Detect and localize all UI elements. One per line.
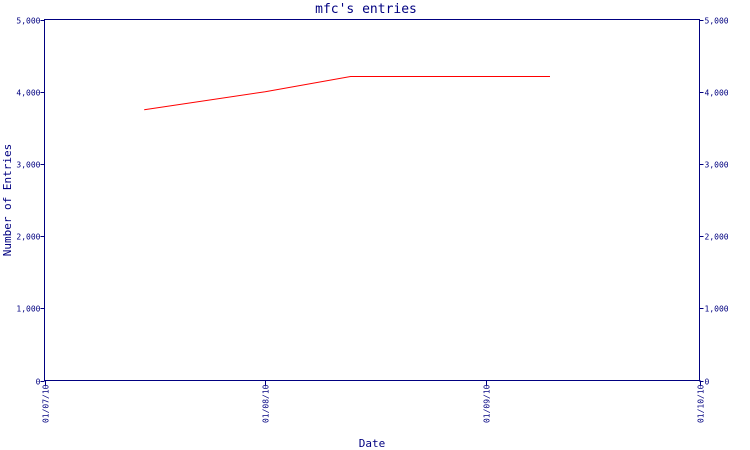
series-layer [144, 76, 550, 111]
y-tick-label-left: 1,000 [16, 305, 40, 314]
x-tick-label: 01/08/10 [262, 384, 271, 423]
y-axis-right: 0 1,000 2,000 3,000 4,000 5,000 [699, 17, 729, 387]
y-tick-label-left: 5,000 [16, 17, 40, 26]
y-tick-label-right: 1,000 [705, 305, 729, 314]
chart-title: mfc's entries [315, 2, 417, 17]
y-axis-left: 0 1,000 2,000 3,000 4,000 5,000 [16, 17, 45, 387]
y-tick-label-left: 2,000 [16, 233, 40, 242]
y-tick-label-left: 0 [36, 378, 41, 387]
y-tick-label-right: 2,000 [705, 233, 729, 242]
y-tick-label-right: 5,000 [705, 17, 729, 26]
x-axis: 01/07/10 01/08/10 01/09/10 01/10/10 [42, 380, 706, 423]
x-axis-label: Date [359, 437, 386, 450]
y-tick-label-right: 0 [705, 378, 710, 387]
x-tick-label: 01/07/10 [42, 384, 51, 423]
x-tick-label: 01/09/10 [483, 384, 492, 423]
y-tick-label-right: 3,000 [705, 161, 729, 170]
y-axis-label: Number of Entries [1, 144, 14, 257]
y-tick-label-left: 3,000 [16, 161, 40, 170]
y-tick-label-left: 4,000 [16, 89, 40, 98]
plot-frame [44, 19, 700, 381]
y-tick-label-right: 4,000 [705, 89, 729, 98]
x-tick-label: 01/10/10 [697, 384, 706, 423]
series-line [144, 76, 550, 111]
